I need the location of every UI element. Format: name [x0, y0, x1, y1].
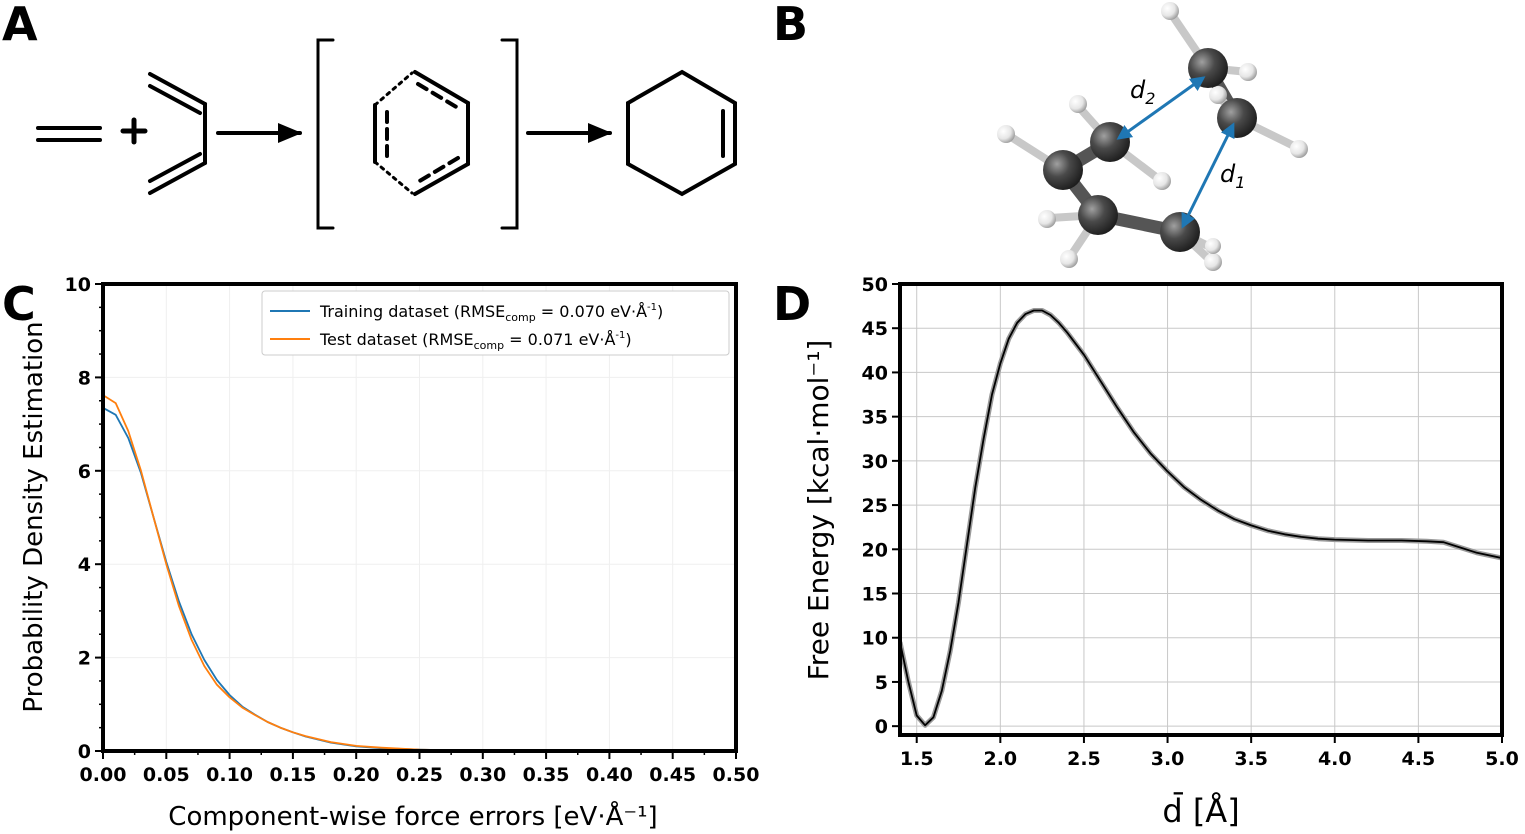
series-line-1 [103, 394, 483, 751]
panel-letter-b: B [773, 0, 808, 51]
butadiene [148, 72, 207, 195]
cyclohexene [626, 69, 737, 197]
x-tick-label: 2.0 [983, 748, 1017, 770]
chart-c-ticks: 0.00 0.05 0.10 0.15 0.20 0.25 0.30 0.35 0.40 0.45… [65, 274, 760, 786]
hydrogen-atoms [997, 2, 1308, 271]
chart-c: 0.00 0.05 0.10 0.15 0.20 0.25 0.30 0.35 0.40 0.45… [19, 274, 759, 832]
x-tick-label: 4.0 [1318, 748, 1352, 770]
x-tick-label: 3.0 [1151, 748, 1185, 770]
x-tick-label: 5.0 [1485, 748, 1519, 770]
chart-d-ticks: 1.5 2.0 2.5 3.0 3.5 4.0 4.5 5.0 0 5 10 15 20 25 30 35 40… [862, 274, 1519, 770]
legend-box [261, 290, 730, 356]
y-tick-label: 20 [862, 539, 888, 561]
y-tick-label: 40 [862, 362, 888, 384]
panel-letter-a: A [2, 0, 38, 51]
x-tick-label: 0.50 [713, 764, 760, 786]
chart-d-series [900, 308, 1502, 728]
chart-c-xlabel: Component-wise force errors [eV·Å⁻¹] [168, 800, 657, 832]
ethylene [36, 126, 102, 142]
chart-d: 1.5 2.0 2.5 3.0 3.5 4.0 4.5 5.0 0 5 10 15 20 25 30 35 40… [802, 274, 1519, 830]
reaction-scheme [36, 38, 737, 230]
y-tick-label: 0 [78, 741, 91, 763]
y-tick-label: 50 [862, 274, 888, 296]
x-tick-label: 0.25 [396, 764, 443, 786]
x-tick-label: 0.15 [269, 764, 316, 786]
x-tick-label: 0.00 [80, 764, 127, 786]
x-tick-label: 0.35 [523, 764, 570, 786]
y-tick-label: 10 [862, 628, 888, 650]
chart-c-series [103, 394, 483, 751]
y-tick-label: 4 [78, 554, 91, 576]
chart-c-legend: Training dataset (RMSEcomp = 0.070 eV·Å-… [261, 290, 730, 356]
y-tick-label: 5 [875, 672, 888, 694]
d1-arrow [1181, 122, 1235, 229]
panel-letter-c: C [2, 277, 36, 331]
y-tick-label: 30 [862, 451, 888, 473]
y-tick-label: 6 [78, 461, 91, 483]
d1-label: d1 [1220, 160, 1245, 192]
chart-d-xlabel: d̄ [Å] [1162, 791, 1239, 830]
y-tick-label: 15 [862, 584, 888, 606]
x-tick-label: 0.20 [333, 764, 380, 786]
panel-letter-d: D [773, 277, 811, 331]
bracket-right [500, 38, 519, 230]
bracket-left [316, 38, 335, 230]
plus-sign [120, 117, 148, 145]
chart-d-frame [898, 282, 1504, 737]
transition-state [373, 70, 470, 196]
x-tick-label: 2.5 [1067, 748, 1101, 770]
y-tick-label: 35 [862, 407, 888, 429]
x-tick-label: 3.5 [1234, 748, 1268, 770]
y-tick-label: 8 [78, 367, 91, 389]
d2-label: d2 [1130, 76, 1155, 108]
y-tick-label: 0 [875, 716, 888, 738]
y-tick-label: 2 [78, 648, 91, 670]
x-tick-label: 0.05 [143, 764, 190, 786]
x-tick-label: 0.30 [459, 764, 506, 786]
molecule-render: d2 d1 [997, 2, 1308, 271]
chart-d-ylabel: Free Energy [kcal·mol⁻¹] [802, 340, 835, 681]
legend-label-test: Test dataset (RMSEcomp = 0.071 eV·Å-1) [319, 330, 632, 352]
x-tick-label: 0.40 [586, 764, 633, 786]
y-tick-label: 45 [862, 318, 888, 340]
y-tick-label: 25 [862, 495, 888, 517]
x-tick-label: 1.5 [900, 748, 934, 770]
series-line-0 [900, 309, 1502, 727]
legend-label-training: Training dataset (RMSEcomp = 0.070 eV·Å-… [319, 302, 663, 324]
x-tick-label: 0.10 [206, 764, 253, 786]
x-tick-label: 4.5 [1402, 748, 1436, 770]
x-tick-label: 0.45 [649, 764, 696, 786]
d2-arrow [1116, 76, 1206, 140]
chart-d-grid [900, 283, 1503, 735]
chart-c-ylabel: Probability Density Estimation [19, 321, 49, 712]
y-tick-label: 10 [65, 274, 91, 296]
